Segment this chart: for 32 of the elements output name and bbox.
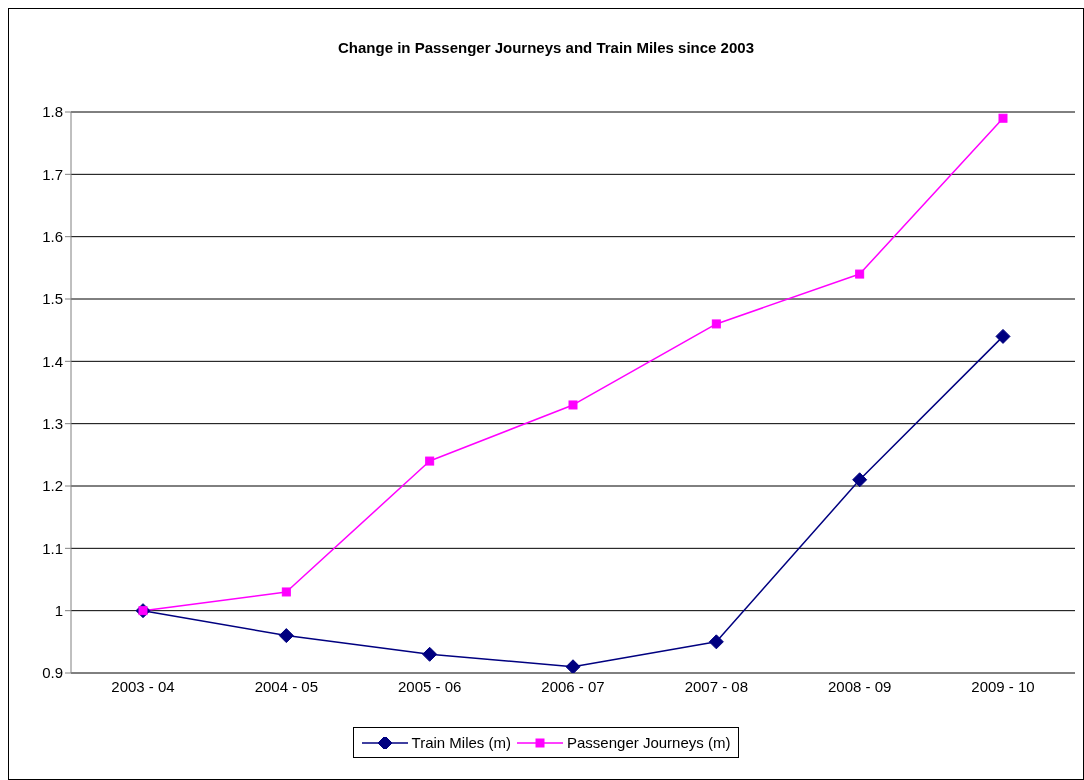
x-tick-label: 2008 - 09 xyxy=(827,677,892,695)
point xyxy=(998,113,1008,123)
y-tick-label: 1.1 xyxy=(42,539,63,557)
point xyxy=(278,628,294,644)
point xyxy=(568,400,578,410)
point xyxy=(711,319,721,329)
y-tick-label: 0.9 xyxy=(42,664,63,682)
y-tick-label: 1 xyxy=(54,601,63,619)
y-tick-label: 1.8 xyxy=(42,103,63,121)
legend-label: Train Miles (m) xyxy=(411,734,512,751)
y-tick-label: 1.4 xyxy=(42,352,63,370)
x-tick-label: 2007 - 08 xyxy=(684,677,749,695)
x-tick-label: 2004 - 05 xyxy=(254,677,319,695)
point xyxy=(422,646,438,662)
y-tick-label: 1.3 xyxy=(42,414,63,432)
legend-label: Passenger Journeys (m) xyxy=(567,734,731,751)
x-tick-label: 2005 - 06 xyxy=(397,677,462,695)
chart-title: Change in Passenger Journeys and Train Miles since 2003 xyxy=(337,39,755,56)
y-tick-label: 1.6 xyxy=(42,227,63,245)
point xyxy=(708,634,724,650)
x-tick-label: 2009 - 10 xyxy=(971,677,1035,695)
y-tick-label: 1.7 xyxy=(42,165,63,183)
point xyxy=(281,587,291,597)
point xyxy=(995,328,1011,344)
point xyxy=(852,472,868,488)
x-tick-label: 2006 - 07 xyxy=(541,677,605,695)
point xyxy=(565,659,581,673)
y-tick-label: 1.2 xyxy=(42,477,63,495)
point xyxy=(855,269,865,279)
point xyxy=(425,456,435,466)
x-tick-label: 2003 - 04 xyxy=(111,677,175,695)
y-tick-label: 1.5 xyxy=(42,290,63,308)
